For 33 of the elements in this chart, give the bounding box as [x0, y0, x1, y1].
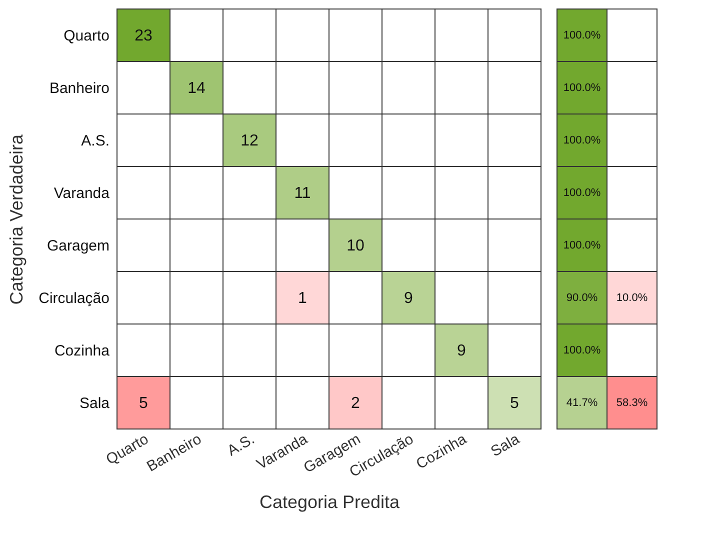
x-tick-label: Sala — [488, 430, 524, 460]
y-tick-label: A.S. — [81, 132, 110, 150]
data-label: 10.0% — [616, 292, 648, 304]
data-label: 5 — [139, 394, 148, 412]
data-label: 100.0% — [563, 186, 601, 199]
data-label: 41.7% — [566, 396, 598, 409]
x-tick-label: A.S. — [224, 430, 258, 460]
data-label: 14 — [188, 80, 206, 97]
data-label: 11 — [294, 184, 311, 202]
data-label: 2 — [351, 394, 360, 412]
y-tick-label: Circulação — [38, 290, 110, 307]
y-tick-label: Varanda — [54, 184, 110, 202]
y-tick-label: Quarto — [64, 27, 110, 44]
x-axis-title: Categoria Predita — [259, 492, 401, 512]
data-label: 90.0% — [566, 292, 598, 304]
data-label: 100.0% — [563, 82, 601, 94]
y-axis-title: Categoria Verdadeira — [6, 133, 27, 305]
data-label: 9 — [457, 342, 466, 360]
y-tick-label: Banheiro — [49, 80, 110, 97]
data-label: 9 — [404, 290, 414, 307]
data-label: 10 — [346, 237, 364, 254]
data-label: 100.0% — [563, 134, 601, 146]
data-label: 100.0% — [563, 29, 601, 42]
data-label: 23 — [134, 27, 152, 44]
data-label: 5 — [510, 394, 520, 412]
data-label: 100.0% — [563, 239, 601, 252]
data-label: 1 — [298, 290, 308, 307]
data-label: 100.0% — [563, 344, 601, 356]
y-tick-label: Cozinha — [54, 342, 110, 360]
data-label: 58.3% — [616, 396, 648, 409]
y-tick-label: Garagem — [46, 237, 110, 254]
y-tick-label: Sala — [79, 394, 110, 412]
data-label: 12 — [240, 132, 258, 150]
